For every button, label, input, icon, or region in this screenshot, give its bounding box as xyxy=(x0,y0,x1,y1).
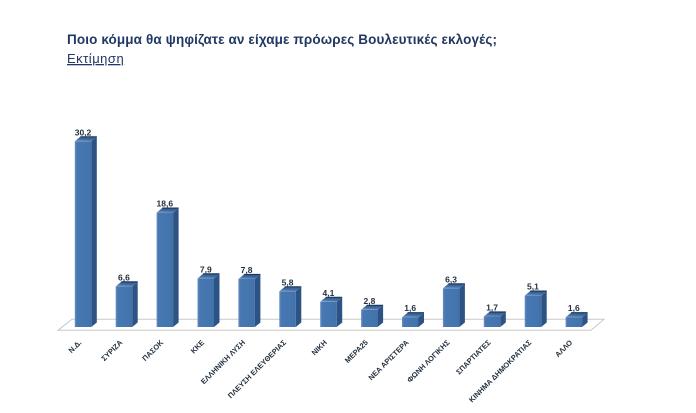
svg-text:Εκτίμηση: Εκτίμηση xyxy=(67,51,124,66)
svg-text:ΚΚΕ: ΚΚΕ xyxy=(189,338,206,355)
svg-text:ΝΙΚΗ: ΝΙΚΗ xyxy=(310,338,329,357)
svg-text:1,6: 1,6 xyxy=(404,303,416,313)
svg-text:7,9: 7,9 xyxy=(200,264,212,274)
svg-text:18,6: 18,6 xyxy=(157,199,174,209)
svg-text:Ποιο κόμμα θα ψηφίζατε αν είχα: Ποιο κόμμα θα ψηφίζατε αν είχαμε πρόωρες… xyxy=(67,32,497,47)
svg-text:5,8: 5,8 xyxy=(282,277,294,287)
svg-text:7,8: 7,8 xyxy=(241,265,253,275)
svg-text:ΑΛΛΟ: ΑΛΛΟ xyxy=(553,338,574,359)
svg-text:6,3: 6,3 xyxy=(445,274,457,284)
svg-text:5,1: 5,1 xyxy=(527,282,539,292)
svg-text:ΣΥΡΙΖΑ: ΣΥΡΙΖΑ xyxy=(99,338,124,363)
svg-text:4,1: 4,1 xyxy=(322,288,334,298)
svg-text:ΜΕΡΑ25: ΜΕΡΑ25 xyxy=(343,338,370,365)
svg-text:ΦΩΝΗ ΛΟΓΙΚΗΣ: ΦΩΝΗ ΛΟΓΙΚΗΣ xyxy=(405,338,452,385)
svg-text:1,7: 1,7 xyxy=(486,303,498,313)
svg-text:ΠΑΣΟΚ: ΠΑΣΟΚ xyxy=(140,338,165,363)
svg-text:1,6: 1,6 xyxy=(568,303,580,313)
svg-text:30,2: 30,2 xyxy=(75,127,92,137)
svg-text:Ν.Δ.: Ν.Δ. xyxy=(67,338,84,355)
svg-text:ΣΠΑΡΤΙΑΤΕΣ: ΣΠΑΡΤΙΑΤΕΣ xyxy=(454,338,493,377)
svg-text:ΝΕΑ ΑΡΙΣΤΕΡΑ: ΝΕΑ ΑΡΙΣΤΕΡΑ xyxy=(367,338,412,383)
svg-text:6,6: 6,6 xyxy=(118,272,130,282)
svg-text:2,8: 2,8 xyxy=(363,296,375,306)
